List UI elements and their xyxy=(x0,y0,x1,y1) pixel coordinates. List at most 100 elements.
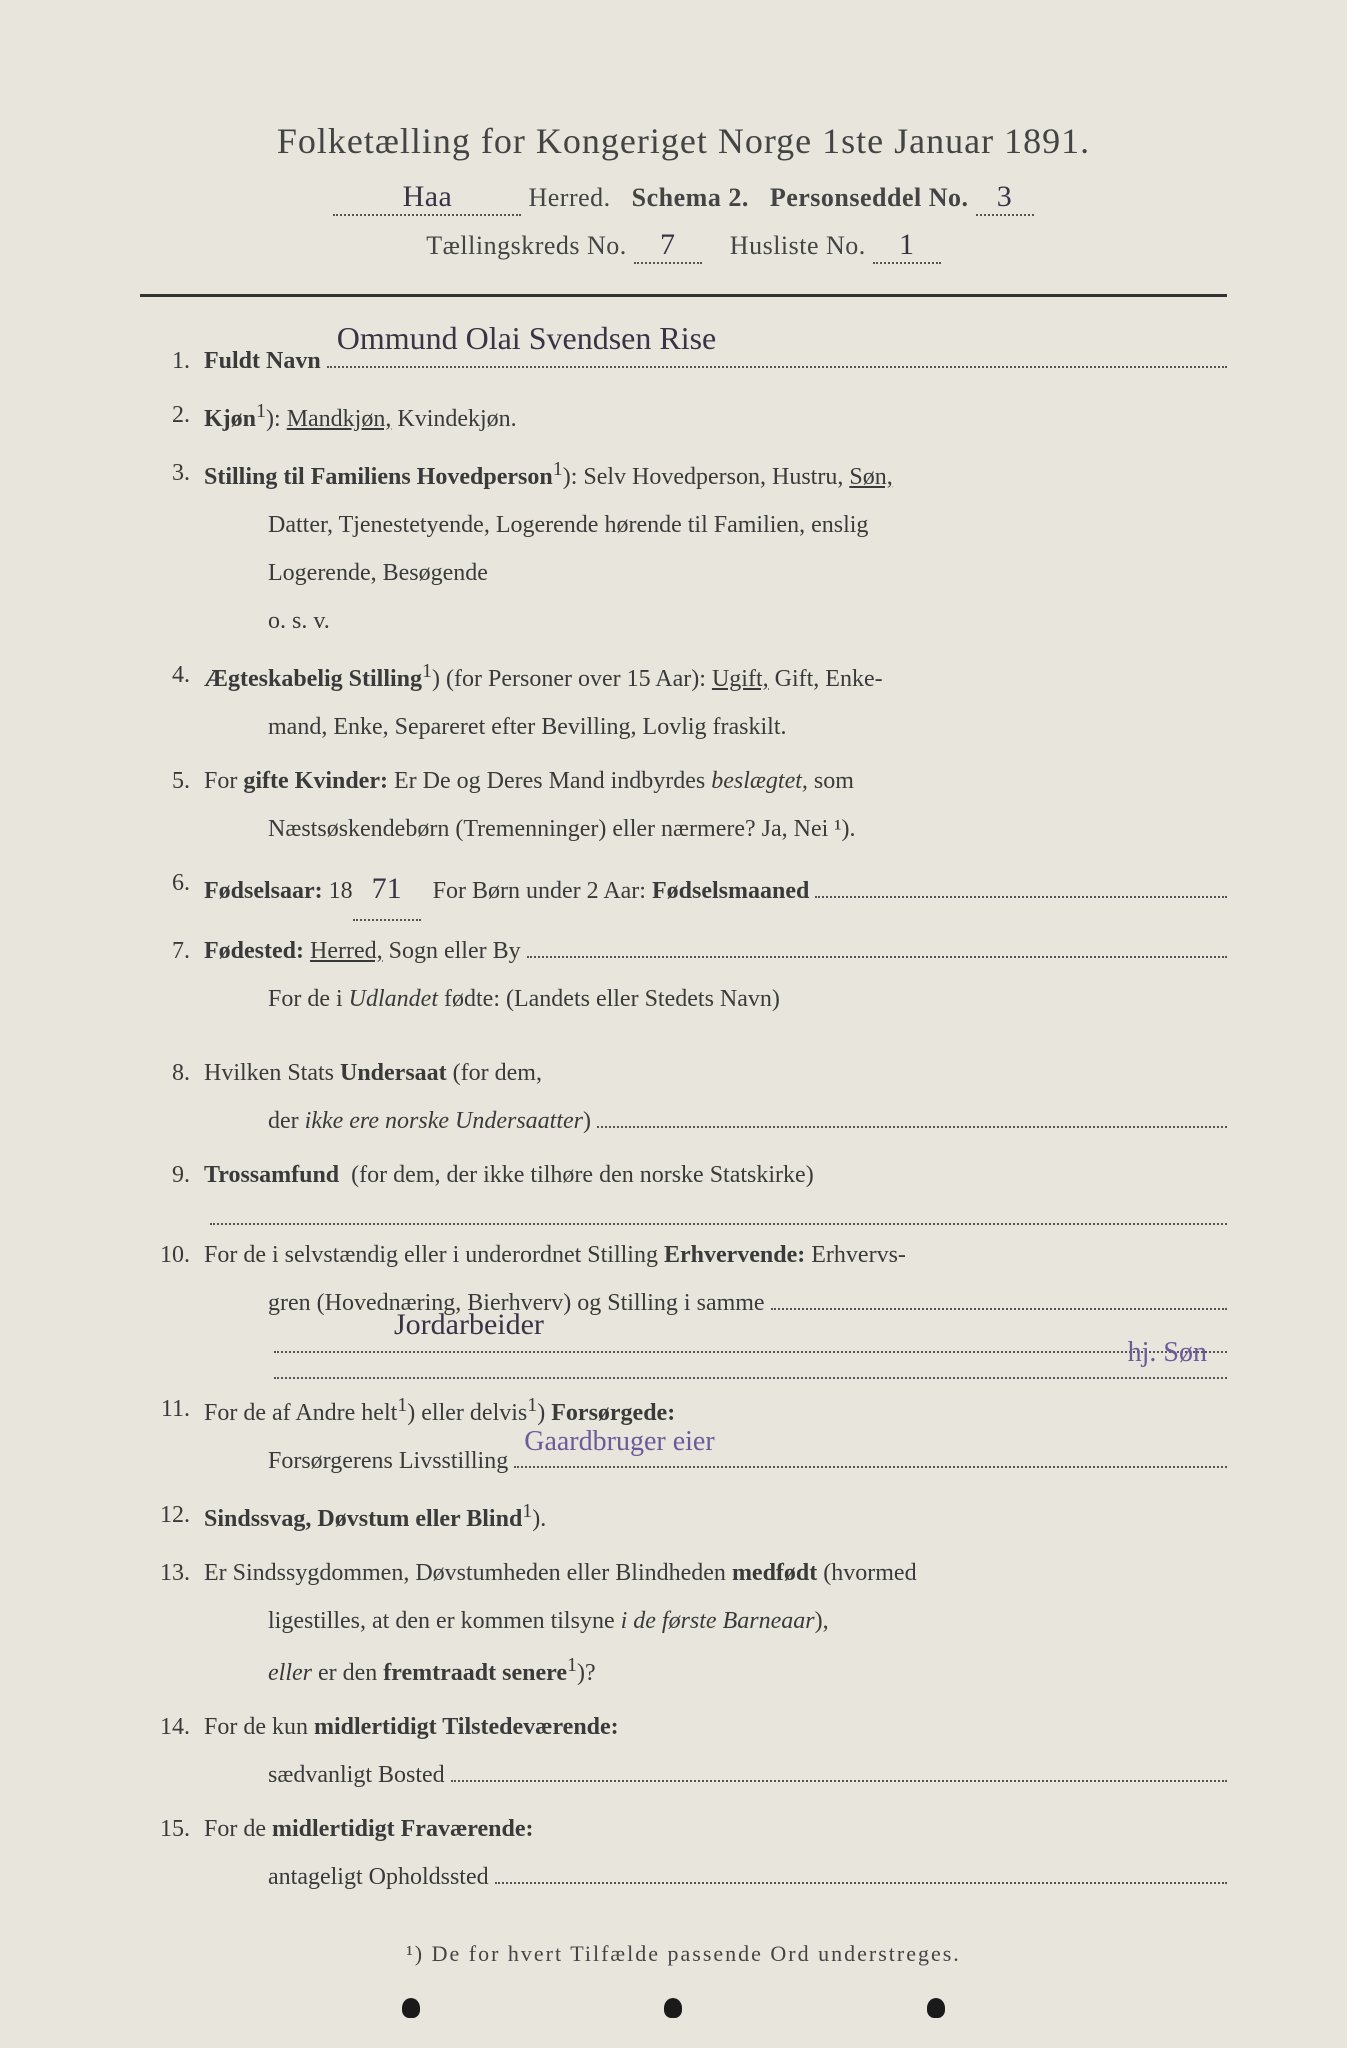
item-11-line2: Forsørgerens Livsstilling xyxy=(268,1437,508,1485)
sup: 1 xyxy=(256,400,266,422)
item-10-value1: Jordarbeider xyxy=(394,1295,544,1355)
item-13-line1b: medfødt xyxy=(732,1560,817,1586)
item-6: 6. Fødselsaar: 18 71 For Børn under 2 Aa… xyxy=(140,859,1227,921)
item-13-line2a: ligestilles, at den er kommen tilsyne xyxy=(204,1608,615,1634)
item-13: 13. Er Sindssygdommen, Døvstumheden elle… xyxy=(140,1549,1227,1697)
item-14: 14. For de kun midlertidigt Tilstedevære… xyxy=(140,1703,1227,1799)
item-num: 4. xyxy=(140,651,204,751)
item-13-line3c: )? xyxy=(577,1660,596,1686)
sup: 1 xyxy=(527,1394,537,1416)
sup: 1 xyxy=(567,1654,577,1676)
item-5-line1c: som xyxy=(814,768,854,794)
item-num: 3. xyxy=(140,449,204,645)
item-3-line1b: Søn, xyxy=(849,464,892,490)
item-10-value2: hj. Søn xyxy=(1128,1325,1207,1381)
item-7-line2b: fødte: (Landets eller Stedets Navn) xyxy=(444,986,780,1012)
item-14-line2: sædvanligt Bosted xyxy=(268,1751,445,1799)
item-9-label: Trossamfund xyxy=(204,1162,339,1188)
item-2-opt-b: Kvindekjøn. xyxy=(397,406,516,432)
item-10-line1a: For de i selvstændig eller i underordnet… xyxy=(204,1242,658,1268)
sup: 1 xyxy=(397,1394,407,1416)
item-num: 8. xyxy=(140,1049,204,1145)
item-7-line2a: For de i xyxy=(204,986,343,1012)
hole-icon xyxy=(402,1998,420,2018)
sup: 1 xyxy=(522,1500,532,1522)
item-num: 11. xyxy=(140,1385,204,1485)
item-8-line2a: der xyxy=(268,1097,299,1145)
item-8-line1c: (for dem, xyxy=(453,1060,542,1086)
item-12-tail: ). xyxy=(532,1506,546,1532)
item-13-line3i: eller xyxy=(268,1660,312,1686)
item-5-labelb: gifte Kvinder: xyxy=(243,768,388,794)
item-4: 4. Ægteskabelig Stilling1) (for Personer… xyxy=(140,651,1227,751)
item-num: 13. xyxy=(140,1549,204,1697)
herred-value: Haa xyxy=(403,180,453,214)
item-8-line2i: ikke ere norske Undersaatter xyxy=(305,1097,583,1145)
hole-icon xyxy=(664,1998,682,2018)
item-2-opt-a: Mandkjøn, xyxy=(287,406,392,432)
item-9-text: (for dem, der ikke tilhøre den norske St… xyxy=(351,1162,814,1188)
item-10-line1b: Erhvervende: xyxy=(664,1242,805,1268)
item-3-line3: Logerende, Besøgende xyxy=(204,560,488,586)
kreds-value: 7 xyxy=(660,228,676,262)
item-15-line1b: midlertidigt Fraværende: xyxy=(272,1816,534,1842)
item-12-label: Sindssvag, Døvstum eller Blind xyxy=(204,1506,522,1532)
item-num: 1. xyxy=(140,337,204,385)
item-13-line3a: er den xyxy=(318,1660,377,1686)
item-3: 3. Stilling til Familiens Hovedperson1):… xyxy=(140,449,1227,645)
item-3-label: Stilling til Familiens Hovedperson xyxy=(204,464,553,490)
header-line-2: Tællingskreds No. 7 Husliste No. 1 xyxy=(140,228,1227,264)
item-10-line1c: Erhvervs- xyxy=(811,1242,906,1268)
item-15-line1a: For de xyxy=(204,1816,266,1842)
item-6-label: Fødselsaar: xyxy=(204,867,323,915)
header-line-1: Haa Herred. Schema 2. Personseddel No. 3 xyxy=(140,180,1227,216)
kreds-label: Tællingskreds No. xyxy=(426,231,627,260)
item-7-optb: Sogn eller By xyxy=(389,927,521,975)
item-5-line1: Er De og Deres Mand indbyrdes xyxy=(394,768,705,794)
divider xyxy=(140,294,1227,297)
item-14-line1a: For de kun xyxy=(204,1714,308,1740)
item-10: 10. For de i selvstændig eller i underor… xyxy=(140,1231,1227,1379)
item-6-year-value: 71 xyxy=(372,859,402,919)
item-6-year-prefix: 18 xyxy=(329,867,353,915)
item-13-line3b: fremtraadt senere xyxy=(383,1660,567,1686)
item-11-value: Gaardbruger eier xyxy=(524,1414,714,1470)
item-5-labela: For xyxy=(204,768,237,794)
item-1-label: Fuldt Navn xyxy=(204,337,321,385)
item-7-opta: Herred, xyxy=(310,927,383,975)
item-num: 7. xyxy=(140,927,204,1023)
item-7-label: Fødested: xyxy=(204,927,304,975)
item-13-line2c: ), xyxy=(815,1608,829,1634)
item-3-line2: Datter, Tjenestetyende, Logerende hørend… xyxy=(204,512,868,538)
personseddel-value: 3 xyxy=(997,180,1013,214)
item-12: 12. Sindssvag, Døvstum eller Blind1). xyxy=(140,1491,1227,1543)
binding-holes xyxy=(0,1998,1347,2018)
personseddel-label: Personseddel No. xyxy=(770,183,969,212)
item-5-line2: Næstsøskendebørn (Tremenninger) eller næ… xyxy=(204,816,855,842)
item-4-label: Ægteskabelig Stilling xyxy=(204,666,422,692)
item-8-line1a: Hvilken Stats xyxy=(204,1060,334,1086)
item-6-labelb: Fødselsmaaned xyxy=(652,867,809,915)
item-8: 8. Hvilken Stats Undersaat (for dem, der… xyxy=(140,1049,1227,1145)
husliste-label: Husliste No. xyxy=(730,231,866,260)
item-6-lineb: For Børn under 2 Aar: xyxy=(433,867,646,915)
item-2-label: Kjøn xyxy=(204,406,256,432)
item-num: 14. xyxy=(140,1703,204,1799)
item-13-line2i: i de første Barneaar xyxy=(621,1608,815,1634)
item-13-line1c: (hvormed xyxy=(823,1560,916,1586)
item-1: 1. Fuldt Navn Ommund Olai Svendsen Rise xyxy=(140,337,1227,385)
sup: 1 xyxy=(553,458,563,480)
item-11-line1b: eller delvis xyxy=(421,1400,527,1426)
hole-icon xyxy=(927,1998,945,2018)
item-5-line1i: beslægtet, xyxy=(711,768,808,794)
item-4-line1a: (for Personer over 15 Aar): xyxy=(446,666,706,692)
item-15-line2: antageligt Opholdssted xyxy=(268,1853,489,1901)
item-4-line2: mand, Enke, Separeret efter Bevilling, L… xyxy=(204,714,787,740)
census-form-page: Folketælling for Kongeriget Norge 1ste J… xyxy=(0,0,1347,2048)
item-5: 5. For gifte Kvinder: Er De og Deres Man… xyxy=(140,757,1227,853)
item-num: 9. xyxy=(140,1151,204,1225)
item-9: 9. Trossamfund (for dem, der ikke tilhør… xyxy=(140,1151,1227,1225)
form-items: 1. Fuldt Navn Ommund Olai Svendsen Rise … xyxy=(140,337,1227,1901)
sup: 1 xyxy=(422,660,432,682)
item-num: 15. xyxy=(140,1805,204,1901)
